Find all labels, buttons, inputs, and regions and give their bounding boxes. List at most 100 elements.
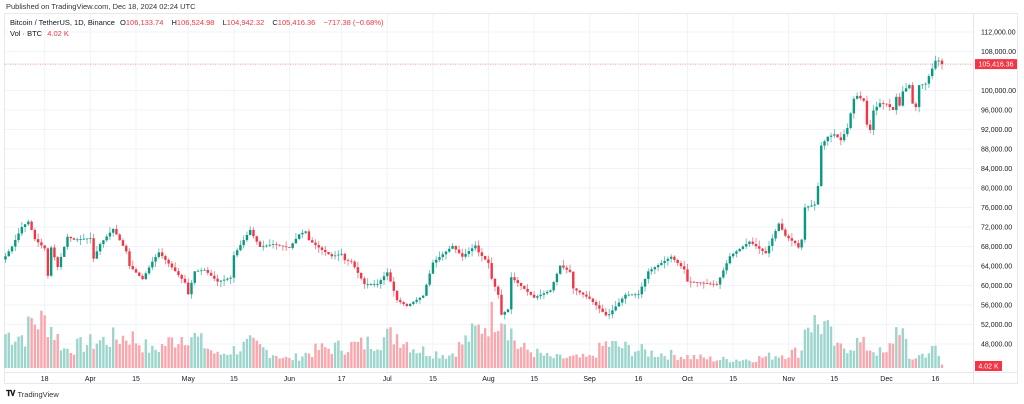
volume-bar (921, 353, 924, 368)
volume-bar (565, 357, 568, 368)
candle-body (76, 239, 79, 241)
candle-body (872, 110, 875, 130)
candle-body (767, 245, 771, 254)
volume-bar (872, 352, 875, 368)
candle-body (160, 252, 164, 257)
volume-bar (797, 357, 800, 368)
volume-bar (333, 342, 337, 368)
candle-body (738, 248, 741, 252)
candle-body (663, 260, 666, 264)
volume-bar (454, 356, 457, 368)
volume-bar (278, 358, 281, 368)
candle-body (474, 245, 477, 249)
price-axis-label: 92,000.00 (981, 127, 1012, 134)
candle-body (337, 254, 340, 256)
volume-bar (529, 352, 533, 368)
volume-bar (604, 341, 608, 368)
volume-bar (480, 333, 484, 368)
volume-bar (493, 332, 497, 368)
volume-bar (229, 354, 232, 368)
last-volume-label: 4.02 K (978, 364, 999, 371)
candle-body (859, 95, 862, 99)
volume-bar (98, 340, 102, 368)
candle-body (523, 285, 526, 289)
volume-bar (885, 352, 888, 368)
candle-body (627, 294, 630, 296)
candle-body (17, 233, 20, 240)
volume-bar (131, 331, 134, 368)
candle-body (134, 269, 138, 273)
volume-bar (470, 323, 474, 368)
volume-bar (526, 349, 529, 368)
symbol-title[interactable]: Bitcoin / TetherUS, 1D, Binance (10, 18, 115, 27)
candle-body (151, 261, 154, 268)
price-axis-label: 64,000.00 (981, 264, 1012, 271)
candle-body (89, 238, 92, 240)
candle-body (529, 291, 533, 295)
candle-body (98, 244, 102, 252)
volume-bar (301, 356, 304, 368)
candle-body (532, 294, 536, 298)
volume-bar (578, 357, 581, 368)
candle-body (196, 270, 200, 272)
candle-body (183, 278, 187, 283)
candle-body (793, 240, 797, 244)
volume-bar (356, 341, 360, 368)
candle-body (7, 251, 10, 257)
candle-body (820, 145, 823, 187)
volume-bar (764, 356, 767, 368)
candle-body (85, 238, 89, 240)
candle-body (255, 236, 258, 242)
volume-bar (457, 342, 461, 368)
volume-bar (545, 353, 549, 368)
candle-body (284, 246, 288, 248)
candle-body (412, 301, 415, 304)
volume-bar (111, 327, 115, 368)
candle-body (457, 249, 461, 254)
volume-bar (686, 354, 689, 368)
volume-bar (588, 355, 591, 368)
change-value: −717.38 (−0.68%) (323, 18, 384, 27)
volume-bar (513, 340, 516, 368)
volume-bar (115, 339, 118, 368)
candle-body (467, 251, 471, 254)
candle-body (588, 296, 591, 299)
candle-body (617, 302, 621, 307)
volume-bar (418, 352, 422, 368)
volume-bar (421, 346, 425, 368)
candle-body (679, 263, 683, 267)
candle-body (435, 259, 438, 263)
volume-bar (294, 353, 298, 368)
volume-bar (696, 359, 699, 368)
brand-name[interactable]: TradingView (17, 389, 59, 399)
volume-bar (206, 348, 210, 368)
volume-bar (56, 333, 59, 368)
volume-bar (581, 353, 585, 368)
volume-bar (660, 353, 663, 368)
last-volume-badge (975, 361, 1002, 371)
volume-bar (888, 343, 891, 368)
high-label: H (171, 18, 177, 27)
candle-body (333, 255, 337, 257)
volume-bar (291, 360, 294, 368)
candle-body (888, 104, 891, 108)
volume-bar (940, 364, 944, 368)
candle-body (304, 231, 307, 233)
time-axis-label: Aug (482, 376, 495, 383)
volume-bar (160, 344, 164, 368)
volume-bar (575, 354, 578, 368)
candle-body (115, 228, 118, 235)
volume-bar (425, 356, 428, 368)
candle-body (882, 103, 885, 104)
candle-body (307, 231, 311, 241)
candle-body (49, 247, 53, 276)
open-label: O (120, 18, 126, 27)
candle-body (895, 96, 898, 110)
candle-body (464, 253, 467, 257)
candle-body (46, 248, 50, 276)
volume-bar (598, 342, 601, 368)
candle-body (209, 272, 213, 276)
candle-body (203, 269, 206, 271)
candle-body (66, 236, 69, 247)
